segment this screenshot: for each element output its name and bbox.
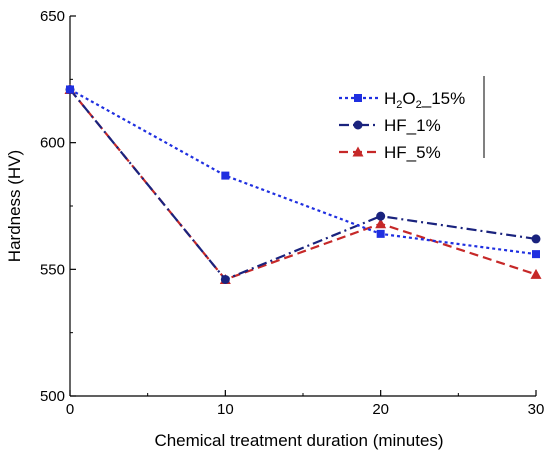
y-tick-label: 600 <box>40 135 65 152</box>
legend-entry: HF_1% <box>339 116 441 135</box>
x-axis-title: Chemical treatment duration (minutes) <box>154 431 443 450</box>
series-line <box>69 88 537 281</box>
data-point <box>376 229 385 238</box>
y-axis-title: Hardness (HV) <box>5 150 24 262</box>
series-1 <box>65 84 541 284</box>
legend-marker <box>354 94 362 102</box>
data-point <box>531 234 541 244</box>
data-point <box>220 274 230 284</box>
x-tick-label: 20 <box>372 401 389 418</box>
legend-label: HF_5% <box>384 143 441 162</box>
legend: H2O2_15% HF_1% HF_5% <box>339 76 485 162</box>
y-tick-label: 500 <box>40 388 65 405</box>
data-point <box>375 218 387 229</box>
legend-entry: H2O2_15% <box>339 89 465 111</box>
legend-marker <box>353 120 363 130</box>
x-tick-label: 30 <box>528 401 545 418</box>
x-tick-label: 0 <box>66 401 74 418</box>
ticks: 0 10 20 30 500 550 600 650 <box>40 8 544 418</box>
series-0 <box>66 85 540 259</box>
data-point <box>530 268 542 279</box>
legend-label: H2O2_15% <box>384 89 465 111</box>
series-group <box>64 83 542 284</box>
data-point <box>376 211 386 221</box>
data-point <box>532 250 540 259</box>
legend-label: HF_1% <box>384 116 441 135</box>
data-point <box>221 171 230 180</box>
series-2 <box>64 83 542 284</box>
series-line <box>69 88 537 256</box>
axes <box>69 16 536 397</box>
series-line <box>69 88 537 281</box>
legend-entry: HF_5% <box>339 143 441 162</box>
y-tick-label: 650 <box>40 8 65 25</box>
data-point <box>66 85 74 94</box>
x-tick-label: 10 <box>217 401 234 418</box>
legend-marker <box>352 146 364 157</box>
y-tick-label: 550 <box>40 261 65 278</box>
